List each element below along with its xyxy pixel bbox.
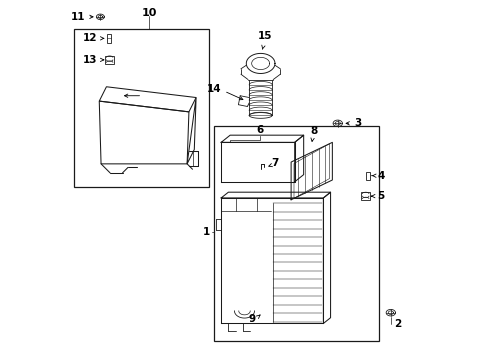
Text: 12: 12 — [83, 33, 97, 43]
Text: 10: 10 — [142, 8, 157, 18]
Text: 15: 15 — [257, 31, 271, 41]
Text: 4: 4 — [376, 171, 384, 181]
Text: 11: 11 — [70, 12, 85, 22]
Text: 8: 8 — [310, 126, 317, 136]
Bar — [106, 34, 111, 43]
Bar — [74, 30, 208, 187]
Text: 6: 6 — [256, 125, 263, 135]
Text: 1: 1 — [203, 227, 210, 237]
Text: 13: 13 — [83, 55, 97, 65]
Text: 3: 3 — [353, 118, 360, 128]
Text: 14: 14 — [206, 84, 221, 94]
Text: 7: 7 — [271, 158, 278, 168]
Bar — [361, 192, 369, 201]
Text: 5: 5 — [376, 191, 384, 201]
Bar — [366, 172, 369, 180]
Bar — [105, 55, 114, 64]
Bar — [214, 126, 378, 341]
Text: 9: 9 — [247, 314, 255, 324]
Text: 2: 2 — [394, 319, 401, 329]
